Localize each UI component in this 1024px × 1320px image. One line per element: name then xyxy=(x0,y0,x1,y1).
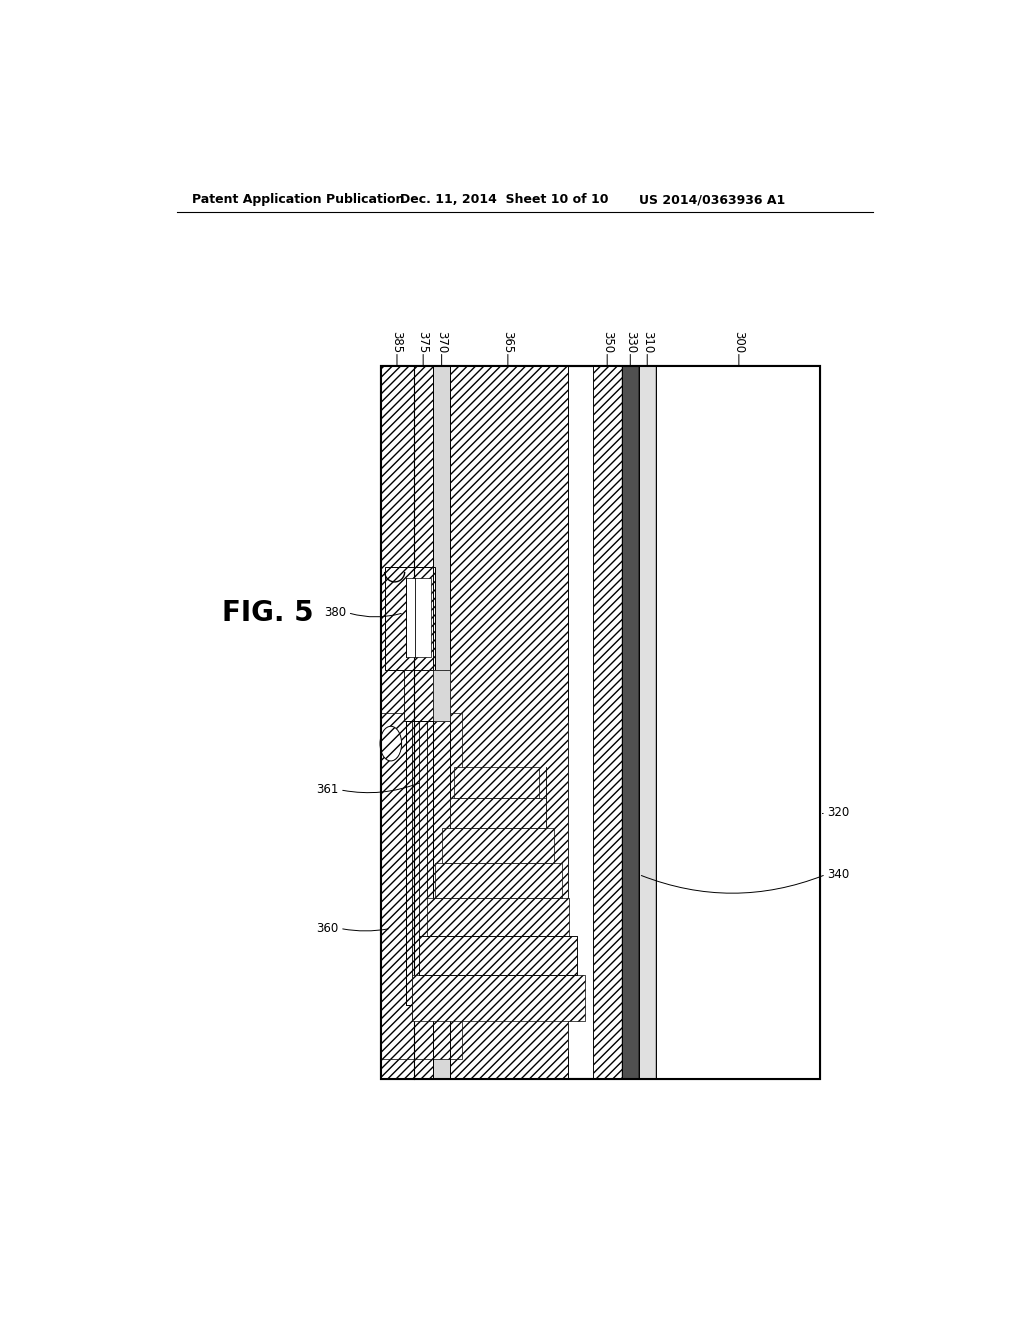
Text: 310: 310 xyxy=(641,331,653,354)
Text: 385: 385 xyxy=(390,331,403,354)
Bar xyxy=(381,713,462,1059)
Text: 361: 361 xyxy=(316,783,339,796)
Text: 350: 350 xyxy=(601,331,613,354)
Bar xyxy=(442,829,554,863)
Bar xyxy=(639,367,655,1078)
Text: 380: 380 xyxy=(324,606,346,619)
Bar xyxy=(622,367,639,1078)
Bar xyxy=(407,578,431,657)
Bar xyxy=(381,367,414,1078)
Text: FIG. 5: FIG. 5 xyxy=(222,599,313,627)
Bar xyxy=(451,797,547,829)
Bar xyxy=(433,671,451,721)
Text: 340: 340 xyxy=(827,869,850,880)
Bar xyxy=(414,367,433,1078)
Bar xyxy=(381,367,819,1078)
Bar xyxy=(412,974,585,1020)
Bar xyxy=(655,367,819,1078)
Bar xyxy=(433,367,451,1078)
Text: 375: 375 xyxy=(417,331,430,354)
Bar xyxy=(385,566,435,671)
Text: 320: 320 xyxy=(827,807,850,820)
Bar xyxy=(407,721,433,1006)
Bar xyxy=(407,721,433,1006)
Text: 365: 365 xyxy=(502,331,514,354)
Bar xyxy=(403,671,451,721)
Text: 370: 370 xyxy=(435,331,449,354)
Text: Patent Application Publication: Patent Application Publication xyxy=(193,193,404,206)
Bar xyxy=(427,898,569,936)
Bar xyxy=(435,863,562,898)
Text: 330: 330 xyxy=(624,331,637,354)
Bar xyxy=(419,936,578,974)
Text: US 2014/0363936 A1: US 2014/0363936 A1 xyxy=(639,193,785,206)
Text: 300: 300 xyxy=(732,331,745,354)
Bar xyxy=(593,367,622,1078)
Ellipse shape xyxy=(380,726,401,760)
Bar xyxy=(454,767,539,797)
Bar xyxy=(419,936,578,974)
Bar xyxy=(568,721,593,1052)
Text: 360: 360 xyxy=(316,921,339,935)
Text: Dec. 11, 2014  Sheet 10 of 10: Dec. 11, 2014 Sheet 10 of 10 xyxy=(400,193,608,206)
Bar xyxy=(451,367,568,1078)
Bar xyxy=(381,367,819,1078)
